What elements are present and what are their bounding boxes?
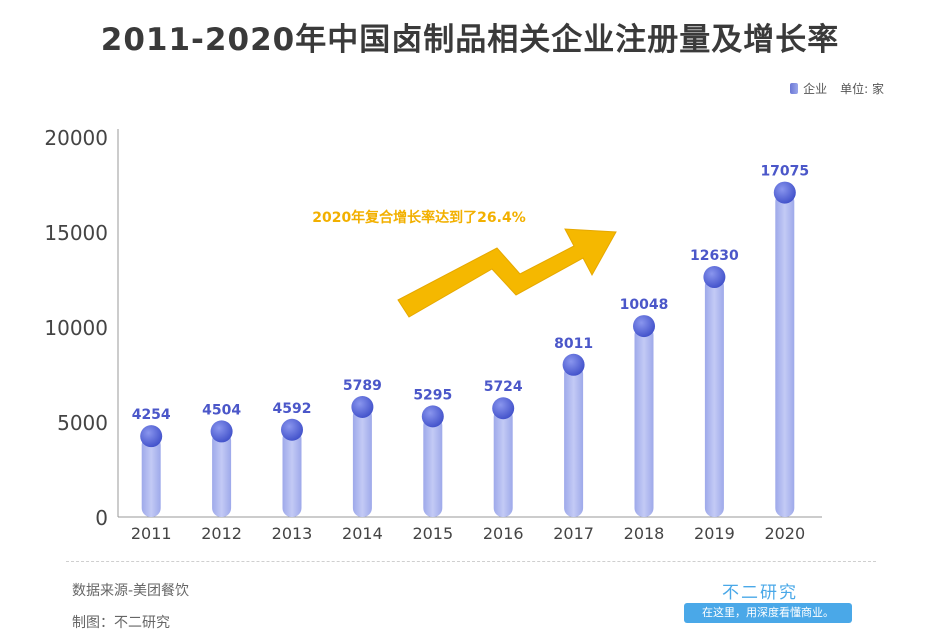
chart-maker: 制图：不二研究	[72, 615, 170, 631]
legend-unit: 单位: 家	[840, 82, 884, 96]
data-label: 8011	[554, 336, 593, 352]
bar	[564, 364, 584, 517]
footer-divider	[66, 561, 876, 562]
bar-top-dot	[351, 396, 374, 419]
bar-chart: 0 5000 10000 15000 20000 4254 2011 4504 2012 459…	[44, 126, 822, 543]
bar-top-dot	[633, 315, 655, 338]
brand-slogan: 在这里，用深度看懂商业。	[684, 603, 852, 623]
bar	[493, 408, 513, 517]
bar	[423, 416, 443, 517]
bar-top-dot	[421, 405, 444, 428]
bar	[352, 407, 372, 517]
bar	[212, 431, 232, 517]
bar-top-dot	[562, 353, 585, 376]
data-label: 4592	[273, 401, 312, 417]
x-tick-label: 2016	[483, 524, 524, 543]
data-label: 5295	[413, 387, 452, 403]
y-tick-label: 15000	[44, 221, 108, 245]
legend-series-label: 企业	[803, 82, 828, 96]
growth-arrow-icon	[397, 228, 617, 318]
y-tick-label: 5000	[57, 411, 108, 435]
bar-top-dot	[140, 425, 163, 448]
bar-top-dot	[492, 397, 515, 420]
x-tick-label: 2020	[764, 524, 805, 543]
x-tick-label: 2014	[342, 524, 383, 543]
x-tick-label: 2017	[553, 524, 594, 543]
bar-top-dot	[210, 420, 233, 443]
brand-logo: 不二研究	[722, 583, 798, 603]
y-tick-label: 20000	[44, 126, 108, 150]
legend-swatch	[790, 83, 799, 94]
x-tick-label: 2019	[694, 524, 735, 543]
x-tick-label: 2012	[201, 524, 242, 543]
y-tick-label: 0	[95, 506, 108, 530]
bar	[634, 326, 654, 517]
x-tick-label: 2015	[412, 524, 453, 543]
bar	[282, 429, 302, 517]
bar	[775, 192, 795, 517]
x-tick-label: 2011	[131, 524, 172, 543]
x-tick-label: 2018	[624, 524, 665, 543]
data-label: 17075	[760, 164, 809, 180]
data-label: 5724	[484, 379, 523, 395]
data-label: 4504	[202, 402, 241, 418]
legend: 企业 单位: 家	[790, 80, 884, 97]
bar-top-dot	[703, 266, 726, 289]
y-tick-label: 10000	[44, 316, 108, 340]
bar-top-dot	[773, 181, 796, 204]
data-label: 12630	[690, 248, 739, 264]
bar	[141, 436, 161, 517]
data-label: 4254	[132, 407, 171, 423]
data-label: 5789	[343, 378, 382, 394]
data-label: 10048	[620, 297, 669, 313]
x-tick-label: 2013	[272, 524, 313, 543]
growth-annotation: 2020年复合增长率达到了26.4%	[312, 209, 526, 226]
chart-title: 2011-2020年中国卤制品相关企业注册量及增长率	[100, 22, 840, 58]
bar-top-dot	[281, 418, 303, 441]
bar	[704, 277, 724, 517]
data-source: 数据来源-美团餐饮	[72, 583, 190, 599]
